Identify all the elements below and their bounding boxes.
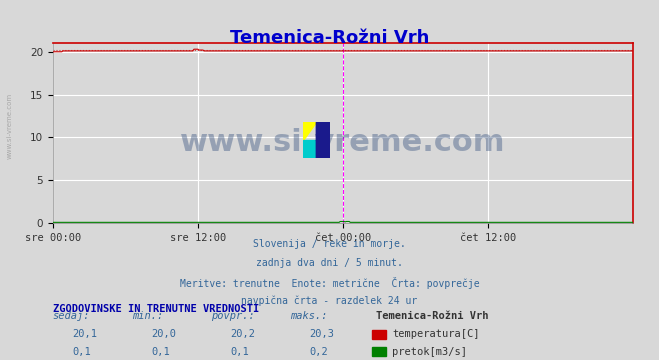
Text: 0,2: 0,2 (310, 347, 328, 357)
Text: Temenica-Rožni Vrh: Temenica-Rožni Vrh (376, 311, 488, 321)
Polygon shape (316, 122, 330, 158)
Text: temperatura[C]: temperatura[C] (392, 329, 480, 339)
Polygon shape (303, 122, 316, 140)
Text: navpična črta - razdelek 24 ur: navpična črta - razdelek 24 ur (241, 296, 418, 306)
Text: www.si-vreme.com: www.si-vreme.com (180, 128, 505, 157)
Polygon shape (303, 140, 316, 158)
Text: zadnja dva dni / 5 minut.: zadnja dva dni / 5 minut. (256, 258, 403, 268)
Text: 0,1: 0,1 (231, 347, 249, 357)
Text: maks.:: maks.: (290, 311, 328, 321)
Text: povpr.:: povpr.: (211, 311, 254, 321)
Text: Slovenija / reke in morje.: Slovenija / reke in morje. (253, 239, 406, 249)
Text: 20,1: 20,1 (72, 329, 98, 339)
Text: sedaj:: sedaj: (53, 311, 90, 321)
Text: Meritve: trenutne  Enote: metrične  Črta: povprečje: Meritve: trenutne Enote: metrične Črta: … (180, 277, 479, 289)
Polygon shape (316, 140, 330, 158)
Text: min.:: min.: (132, 311, 163, 321)
Text: www.si-vreme.com: www.si-vreme.com (7, 93, 13, 159)
Text: Temenica-Rožni Vrh: Temenica-Rožni Vrh (230, 29, 429, 47)
Text: 0,1: 0,1 (152, 347, 170, 357)
Text: 0,1: 0,1 (72, 347, 91, 357)
Text: 20,2: 20,2 (231, 329, 256, 339)
Text: 20,0: 20,0 (152, 329, 177, 339)
Text: 20,3: 20,3 (310, 329, 335, 339)
Text: ZGODOVINSKE IN TRENUTNE VREDNOSTI: ZGODOVINSKE IN TRENUTNE VREDNOSTI (53, 304, 259, 314)
Text: pretok[m3/s]: pretok[m3/s] (392, 347, 467, 357)
